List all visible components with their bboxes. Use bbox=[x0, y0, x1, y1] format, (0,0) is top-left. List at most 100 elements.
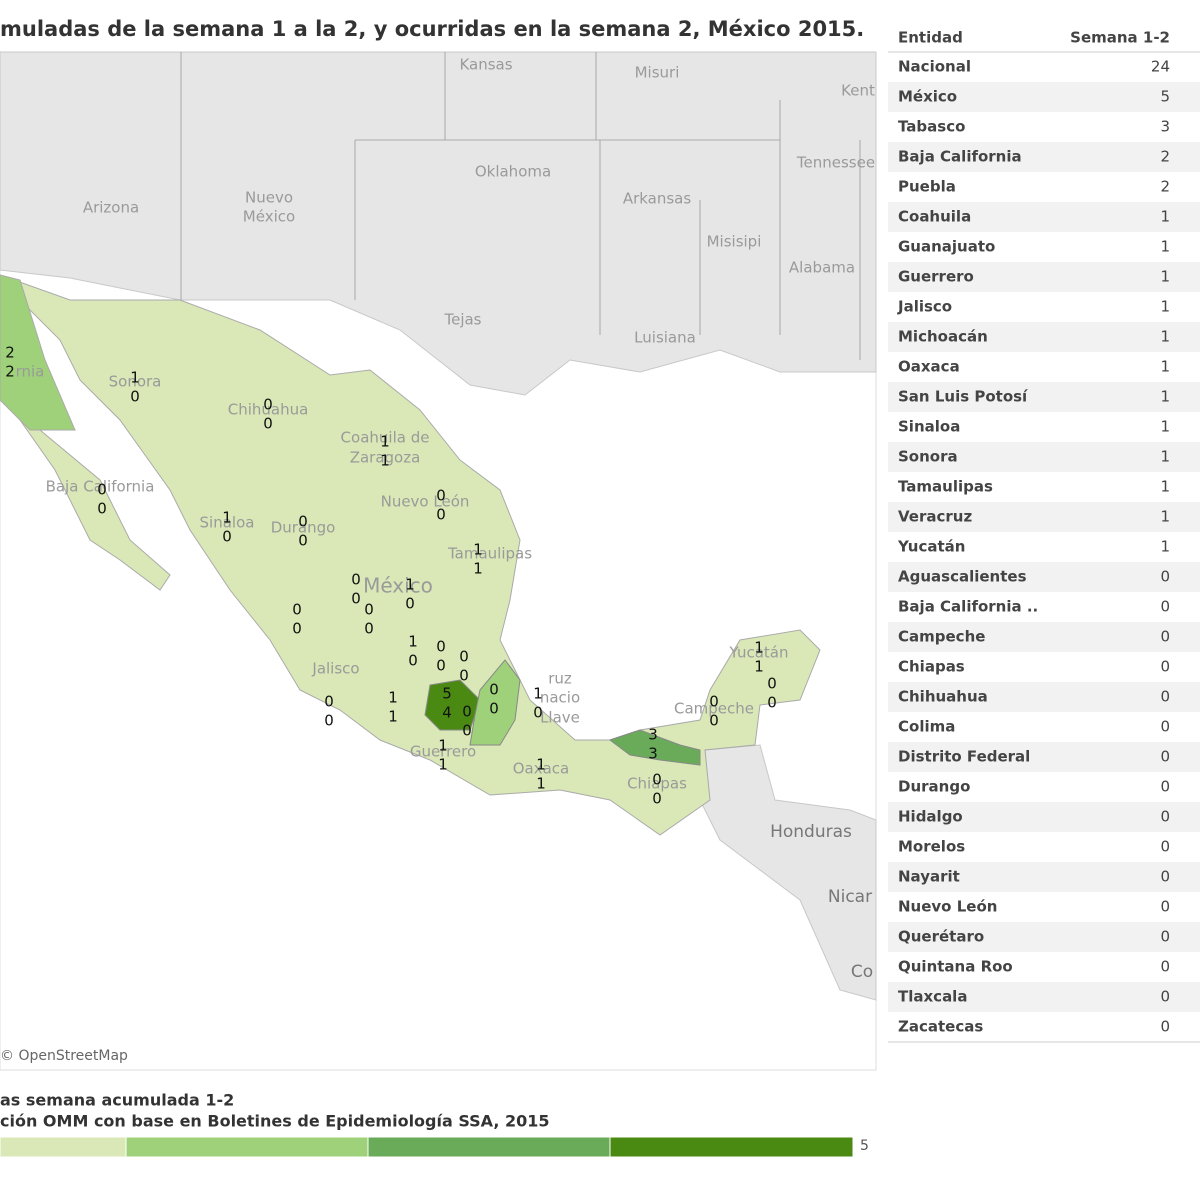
cell-value: 0 bbox=[1160, 628, 1170, 646]
place-label: Misisipi bbox=[707, 233, 762, 251]
tabasco bbox=[608, 729, 701, 766]
place-label: Durango bbox=[271, 519, 336, 537]
place-label: Nuevo León bbox=[381, 493, 470, 511]
state-count: 0 bbox=[459, 667, 469, 685]
place-label: Coahuila de bbox=[341, 429, 430, 447]
row-stripe bbox=[888, 502, 1200, 532]
table: Entidad Semana 1-2 Nacional 24 México 5 Tabasc… bbox=[888, 29, 1200, 1043]
cell-name: Tabasco bbox=[898, 118, 965, 136]
row-stripe bbox=[888, 382, 1200, 412]
mexico bbox=[0, 274, 821, 836]
state-count: 0 bbox=[489, 681, 499, 699]
legend-max: 5 bbox=[860, 1138, 869, 1154]
cell-name: Coahuila bbox=[898, 208, 971, 226]
place-label: Oklahoma bbox=[475, 163, 551, 181]
cell-name: Aguascalientes bbox=[898, 568, 1027, 586]
cell-name: Guanajuato bbox=[898, 238, 995, 256]
cell-name: Yucatán bbox=[897, 538, 965, 556]
cell-name: Nacional bbox=[898, 58, 971, 76]
row-stripe bbox=[888, 202, 1200, 232]
cell-value: 0 bbox=[1160, 598, 1170, 616]
cell-value: 0 bbox=[1160, 928, 1170, 946]
central-america bbox=[699, 744, 877, 1001]
state-count: 3 bbox=[648, 745, 658, 763]
cell-value: 2 bbox=[1160, 148, 1170, 166]
cell-value: 1 bbox=[1160, 448, 1170, 466]
cell-name: Oaxaca bbox=[898, 358, 960, 376]
cell-name: Querétaro bbox=[898, 928, 984, 946]
cell-value: 0 bbox=[1160, 568, 1170, 586]
cell-name: México bbox=[898, 88, 957, 106]
us-borders bbox=[180, 52, 861, 360]
state-count: 1 bbox=[536, 775, 546, 793]
state-count: 0 bbox=[405, 595, 415, 613]
cell-name: Distrito Federal bbox=[898, 748, 1030, 766]
row-stripe bbox=[888, 262, 1200, 292]
place-label: Alabama bbox=[789, 259, 855, 277]
cell-name: Nuevo León bbox=[898, 898, 997, 916]
cell-value: 1 bbox=[1160, 388, 1170, 406]
state-count: 0 bbox=[298, 513, 308, 531]
place-label: nacio bbox=[540, 689, 580, 707]
cell-name: San Luis Potosí bbox=[898, 388, 1028, 406]
cell-value: 0 bbox=[1160, 658, 1170, 676]
legend-swatch bbox=[609, 1136, 854, 1158]
state-count: 1 bbox=[754, 658, 764, 676]
state-count: 0 bbox=[292, 620, 302, 638]
place-label: Zaragoza bbox=[350, 449, 421, 467]
place-label: ruz bbox=[548, 670, 572, 688]
state-count: 1 bbox=[533, 685, 543, 703]
state-count: 0 bbox=[292, 601, 302, 619]
state-count: 0 bbox=[222, 528, 232, 546]
state-count: 1 bbox=[130, 369, 140, 387]
cell-name: Jalisco bbox=[897, 298, 952, 316]
state-count: 1 bbox=[473, 541, 483, 559]
baja-california bbox=[0, 274, 76, 431]
state-count: 1 bbox=[536, 756, 546, 774]
place-label: México bbox=[243, 208, 295, 226]
state-count: 0 bbox=[436, 506, 446, 524]
state-count: 0 bbox=[324, 712, 334, 730]
state-count: 0 bbox=[97, 481, 107, 499]
state-count: 0 bbox=[130, 388, 140, 406]
state-count: 0 bbox=[462, 722, 472, 740]
state-count: 0 bbox=[364, 620, 374, 638]
place-label: Jalisco bbox=[311, 660, 359, 678]
state-count: 0 bbox=[652, 790, 662, 808]
place-label: Misuri bbox=[635, 64, 680, 82]
state-count: 0 bbox=[298, 532, 308, 550]
state-count: 0 bbox=[489, 700, 499, 718]
cell-value: 1 bbox=[1160, 268, 1170, 286]
state-count: 0 bbox=[436, 657, 446, 675]
cell-value: 0 bbox=[1160, 808, 1170, 826]
row-stripe bbox=[888, 622, 1200, 652]
row-stripe bbox=[888, 322, 1200, 352]
place-label: Llave bbox=[540, 709, 580, 727]
state-count: 1 bbox=[380, 452, 390, 470]
state-count: 0 bbox=[709, 693, 719, 711]
state-count: 3 bbox=[648, 726, 658, 744]
state-count: 2 bbox=[5, 363, 15, 381]
cell-value: 0 bbox=[1160, 868, 1170, 886]
cell-name: Chiapas bbox=[898, 658, 965, 676]
state-count: 1 bbox=[754, 639, 764, 657]
state-count: 0 bbox=[324, 693, 334, 711]
cell-value: 5 bbox=[1160, 88, 1170, 106]
state-count: 4 bbox=[442, 704, 452, 722]
state-count: 0 bbox=[767, 694, 777, 712]
cell-value: 0 bbox=[1160, 718, 1170, 736]
state-count: 0 bbox=[459, 648, 469, 666]
cell-value: 1 bbox=[1160, 208, 1170, 226]
cell-name: Chihuahua bbox=[898, 688, 988, 706]
state-count: 0 bbox=[263, 396, 273, 414]
cell-value: 1 bbox=[1160, 298, 1170, 316]
legend-source: ción OMM con base en Boletines de Epidem… bbox=[0, 1112, 550, 1131]
attribution: © OpenStreetMap bbox=[0, 1048, 128, 1064]
place-label: Arkansas bbox=[623, 190, 692, 208]
cell-value: 2 bbox=[1160, 178, 1170, 196]
cell-value: 1 bbox=[1160, 328, 1170, 346]
row-stripe bbox=[888, 862, 1200, 892]
place-label: Oaxaca bbox=[513, 760, 570, 778]
state-count: 1 bbox=[405, 576, 415, 594]
